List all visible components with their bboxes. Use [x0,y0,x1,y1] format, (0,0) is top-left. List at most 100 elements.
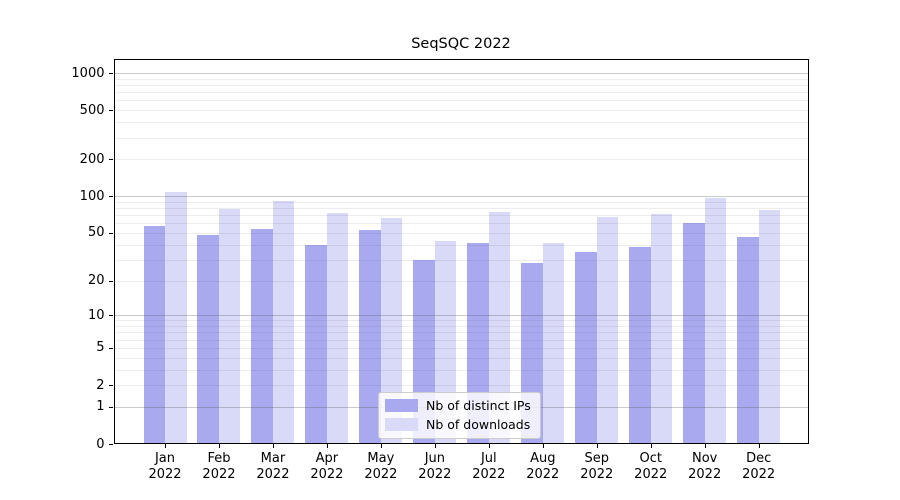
x-tick-label: Nov 2022 [688,451,722,482]
y-tick-mark [109,110,113,112]
x-tick-label: Feb 2022 [202,451,236,482]
x-tick-mark [758,444,760,448]
y-tick-mark [109,347,113,349]
gridline-minor [113,357,809,359]
x-tick-label: Apr 2022 [310,451,344,482]
x-tick-mark [596,444,598,448]
gridline-minor [113,369,809,371]
gridline-minor [113,339,809,341]
legend-swatch-downloads [385,418,418,431]
gridline-minor [113,244,809,246]
chart-title: SeqSQC 2022 [411,36,511,52]
y-tick-mark [109,196,113,198]
legend-label-downloads: Nb of downloads [426,417,531,432]
y-tick-mark [109,280,113,282]
bar-downloads-may [380,218,403,444]
y-tick-label: 1000 [71,65,105,81]
gridline-minor [113,223,809,225]
y-tick-mark [109,73,113,75]
gridline-major [113,73,809,75]
y-tick-label: 50 [87,225,105,241]
gridline-minor [113,259,809,261]
bar-downloads-jul [488,212,511,444]
gridline-minor [113,280,809,282]
x-tick-mark [272,444,274,448]
gridline-minor [113,122,809,124]
x-tick-mark [434,444,436,448]
bar-distinct-ips-may [359,229,381,444]
y-tick-label: 20 [87,273,105,289]
x-tick-label: Jan 2022 [148,451,182,482]
y-tick-mark [109,232,113,234]
gridline-minor [113,320,809,322]
x-tick-mark [218,444,220,448]
y-tick-mark [109,159,113,161]
plot-area [113,59,809,444]
gridline-minor [113,347,809,349]
bar-distinct-ips-oct [629,247,651,444]
y-tick-label: 500 [79,102,105,118]
gridline-minor [113,232,809,234]
y-tick-label: 10 [87,307,105,323]
gridline-minor [113,78,809,80]
bar-distinct-ips-dec [737,237,759,444]
x-tick-mark [488,444,490,448]
y-tick-mark [109,444,113,445]
bar-downloads-dec [758,210,781,444]
gridline-minor [113,215,809,217]
x-tick-mark [165,444,166,448]
y-tick-label: 2 [96,377,105,393]
bar-downloads-jan [165,192,187,444]
gridline-minor [113,137,809,139]
x-tick-label: Mar 2022 [256,451,290,482]
gridline-major [113,315,809,317]
gridline-minor [113,110,809,112]
x-tick-mark [380,444,382,448]
legend-label-distinct-ips: Nb of distinct IPs [426,398,531,413]
bar-distinct-ips-sep [575,251,597,444]
bar-distinct-ips-nov [683,223,705,444]
bar-downloads-oct [650,214,673,444]
legend: Nb of distinct IPs Nb of downloads [378,392,541,439]
x-tick-mark [650,444,652,448]
gridline-major [113,196,809,198]
x-tick-mark [704,444,706,448]
x-tick-label: Jun 2022 [418,451,452,482]
x-tick-label: Oct 2022 [634,451,668,482]
x-tick-mark [326,444,328,448]
gridline-minor [113,85,809,87]
gridline-minor [113,332,809,334]
y-tick-mark [109,406,113,408]
legend-entry-distinct-ips: Nb of distinct IPs [385,397,531,414]
legend-swatch-distinct-ips [385,399,418,412]
gridline-minor [113,92,809,94]
bar-downloads-nov [704,197,727,444]
y-tick-label: 100 [79,188,105,204]
x-tick-label: May 2022 [364,451,398,482]
y-tick-mark [109,315,113,317]
gridline-minor [113,385,809,387]
gridline-minor [113,100,809,102]
bar-downloads-feb [218,208,241,444]
bar-distinct-ips-feb [197,235,219,444]
y-tick-label: 1 [96,399,105,415]
bar-distinct-ips-apr [305,244,327,444]
y-tick-mark [109,385,113,387]
gridline-minor [113,326,809,328]
bar-downloads-mar [272,200,295,444]
bar-downloads-aug [542,243,565,444]
bar-distinct-ips-mar [251,228,273,444]
x-tick-mark [542,444,544,448]
legend-entry-downloads: Nb of downloads [385,416,531,433]
gridline-minor [113,208,809,210]
x-tick-label: Jul 2022 [472,451,506,482]
gridline-minor [113,201,809,203]
y-tick-label: 5 [96,340,105,356]
gridline-minor [113,159,809,161]
x-tick-label: Dec 2022 [742,451,776,482]
bar-downloads-apr [326,212,349,444]
y-tick-label: 200 [79,151,105,167]
bar-distinct-ips-jan [143,225,165,444]
x-tick-label: Sep 2022 [580,451,614,482]
